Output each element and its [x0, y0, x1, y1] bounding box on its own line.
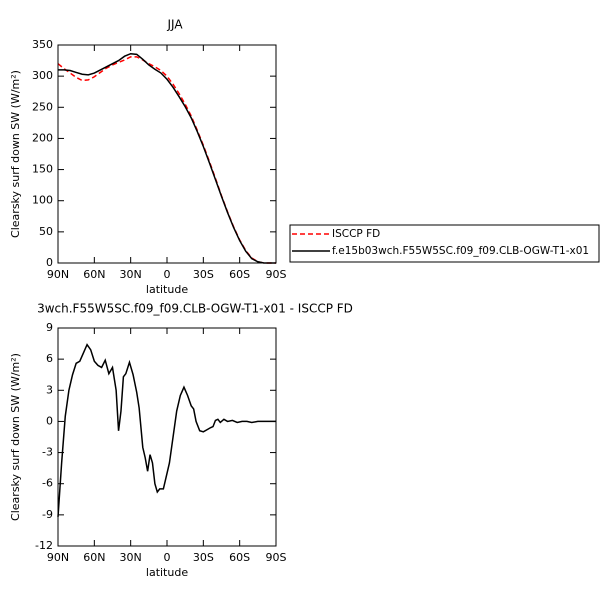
- y-tick-label: 350: [32, 38, 53, 51]
- y-tick-label: 9: [46, 321, 53, 334]
- y-tick-label: 150: [32, 163, 53, 176]
- y-tick-label: -6: [42, 477, 53, 490]
- y-tick-label: 100: [32, 194, 53, 207]
- y-tick-label: 300: [32, 69, 53, 82]
- y-tick-label: 50: [39, 225, 53, 238]
- x-tick-label: 30S: [193, 268, 214, 281]
- x-tick-label: 60N: [83, 268, 105, 281]
- legend-box: [289, 224, 600, 263]
- x-tick-label: 60S: [229, 551, 250, 564]
- x-tick-label: 90N: [47, 268, 69, 281]
- y-tick-label: -12: [35, 539, 53, 552]
- x-tick-label: 30N: [120, 268, 142, 281]
- y-tick-label: -3: [42, 446, 53, 459]
- x-tick-label: 60N: [83, 551, 105, 564]
- legend-label: ISCCP FD: [332, 228, 380, 240]
- y-tick-label: 200: [32, 131, 53, 144]
- x-tick-label: 90N: [47, 551, 69, 564]
- y-tick-label: 6: [46, 352, 53, 365]
- y-axis-label: Clearsky surf down SW (W/m²): [9, 353, 22, 521]
- y-tick-label: 0: [46, 414, 53, 427]
- x-tick-label: 60S: [229, 268, 250, 281]
- y-tick-label: 0: [46, 256, 53, 269]
- x-tick-label: 0: [164, 551, 171, 564]
- x-axis-label: latitude: [146, 566, 188, 579]
- x-tick-label: 90S: [266, 551, 287, 564]
- plot-frame: [57, 44, 277, 264]
- x-tick-label: 0: [164, 268, 171, 281]
- y-tick-label: -9: [42, 508, 53, 521]
- chart-title: JJA: [166, 18, 183, 32]
- y-tick-label: 3: [46, 383, 53, 396]
- plot-frame: [57, 327, 277, 547]
- y-tick-label: 250: [32, 100, 53, 113]
- y-axis-label: Clearsky surf down SW (W/m²): [9, 70, 22, 238]
- data-line: [57, 343, 276, 517]
- x-tick-label: 30S: [193, 551, 214, 564]
- x-axis-label: latitude: [146, 283, 188, 296]
- chart-title: 3wch.F55W5SC.f09_f09.CLB-OGW-T1-x01 - IS…: [37, 302, 353, 316]
- legend-label: f.e15b03wch.F55W5SC.f09_f09.CLB-OGW-T1-x…: [332, 245, 589, 257]
- data-line: [57, 56, 276, 264]
- x-tick-label: 30N: [120, 551, 142, 564]
- data-line: [58, 52, 276, 264]
- x-tick-label: 90S: [266, 268, 287, 281]
